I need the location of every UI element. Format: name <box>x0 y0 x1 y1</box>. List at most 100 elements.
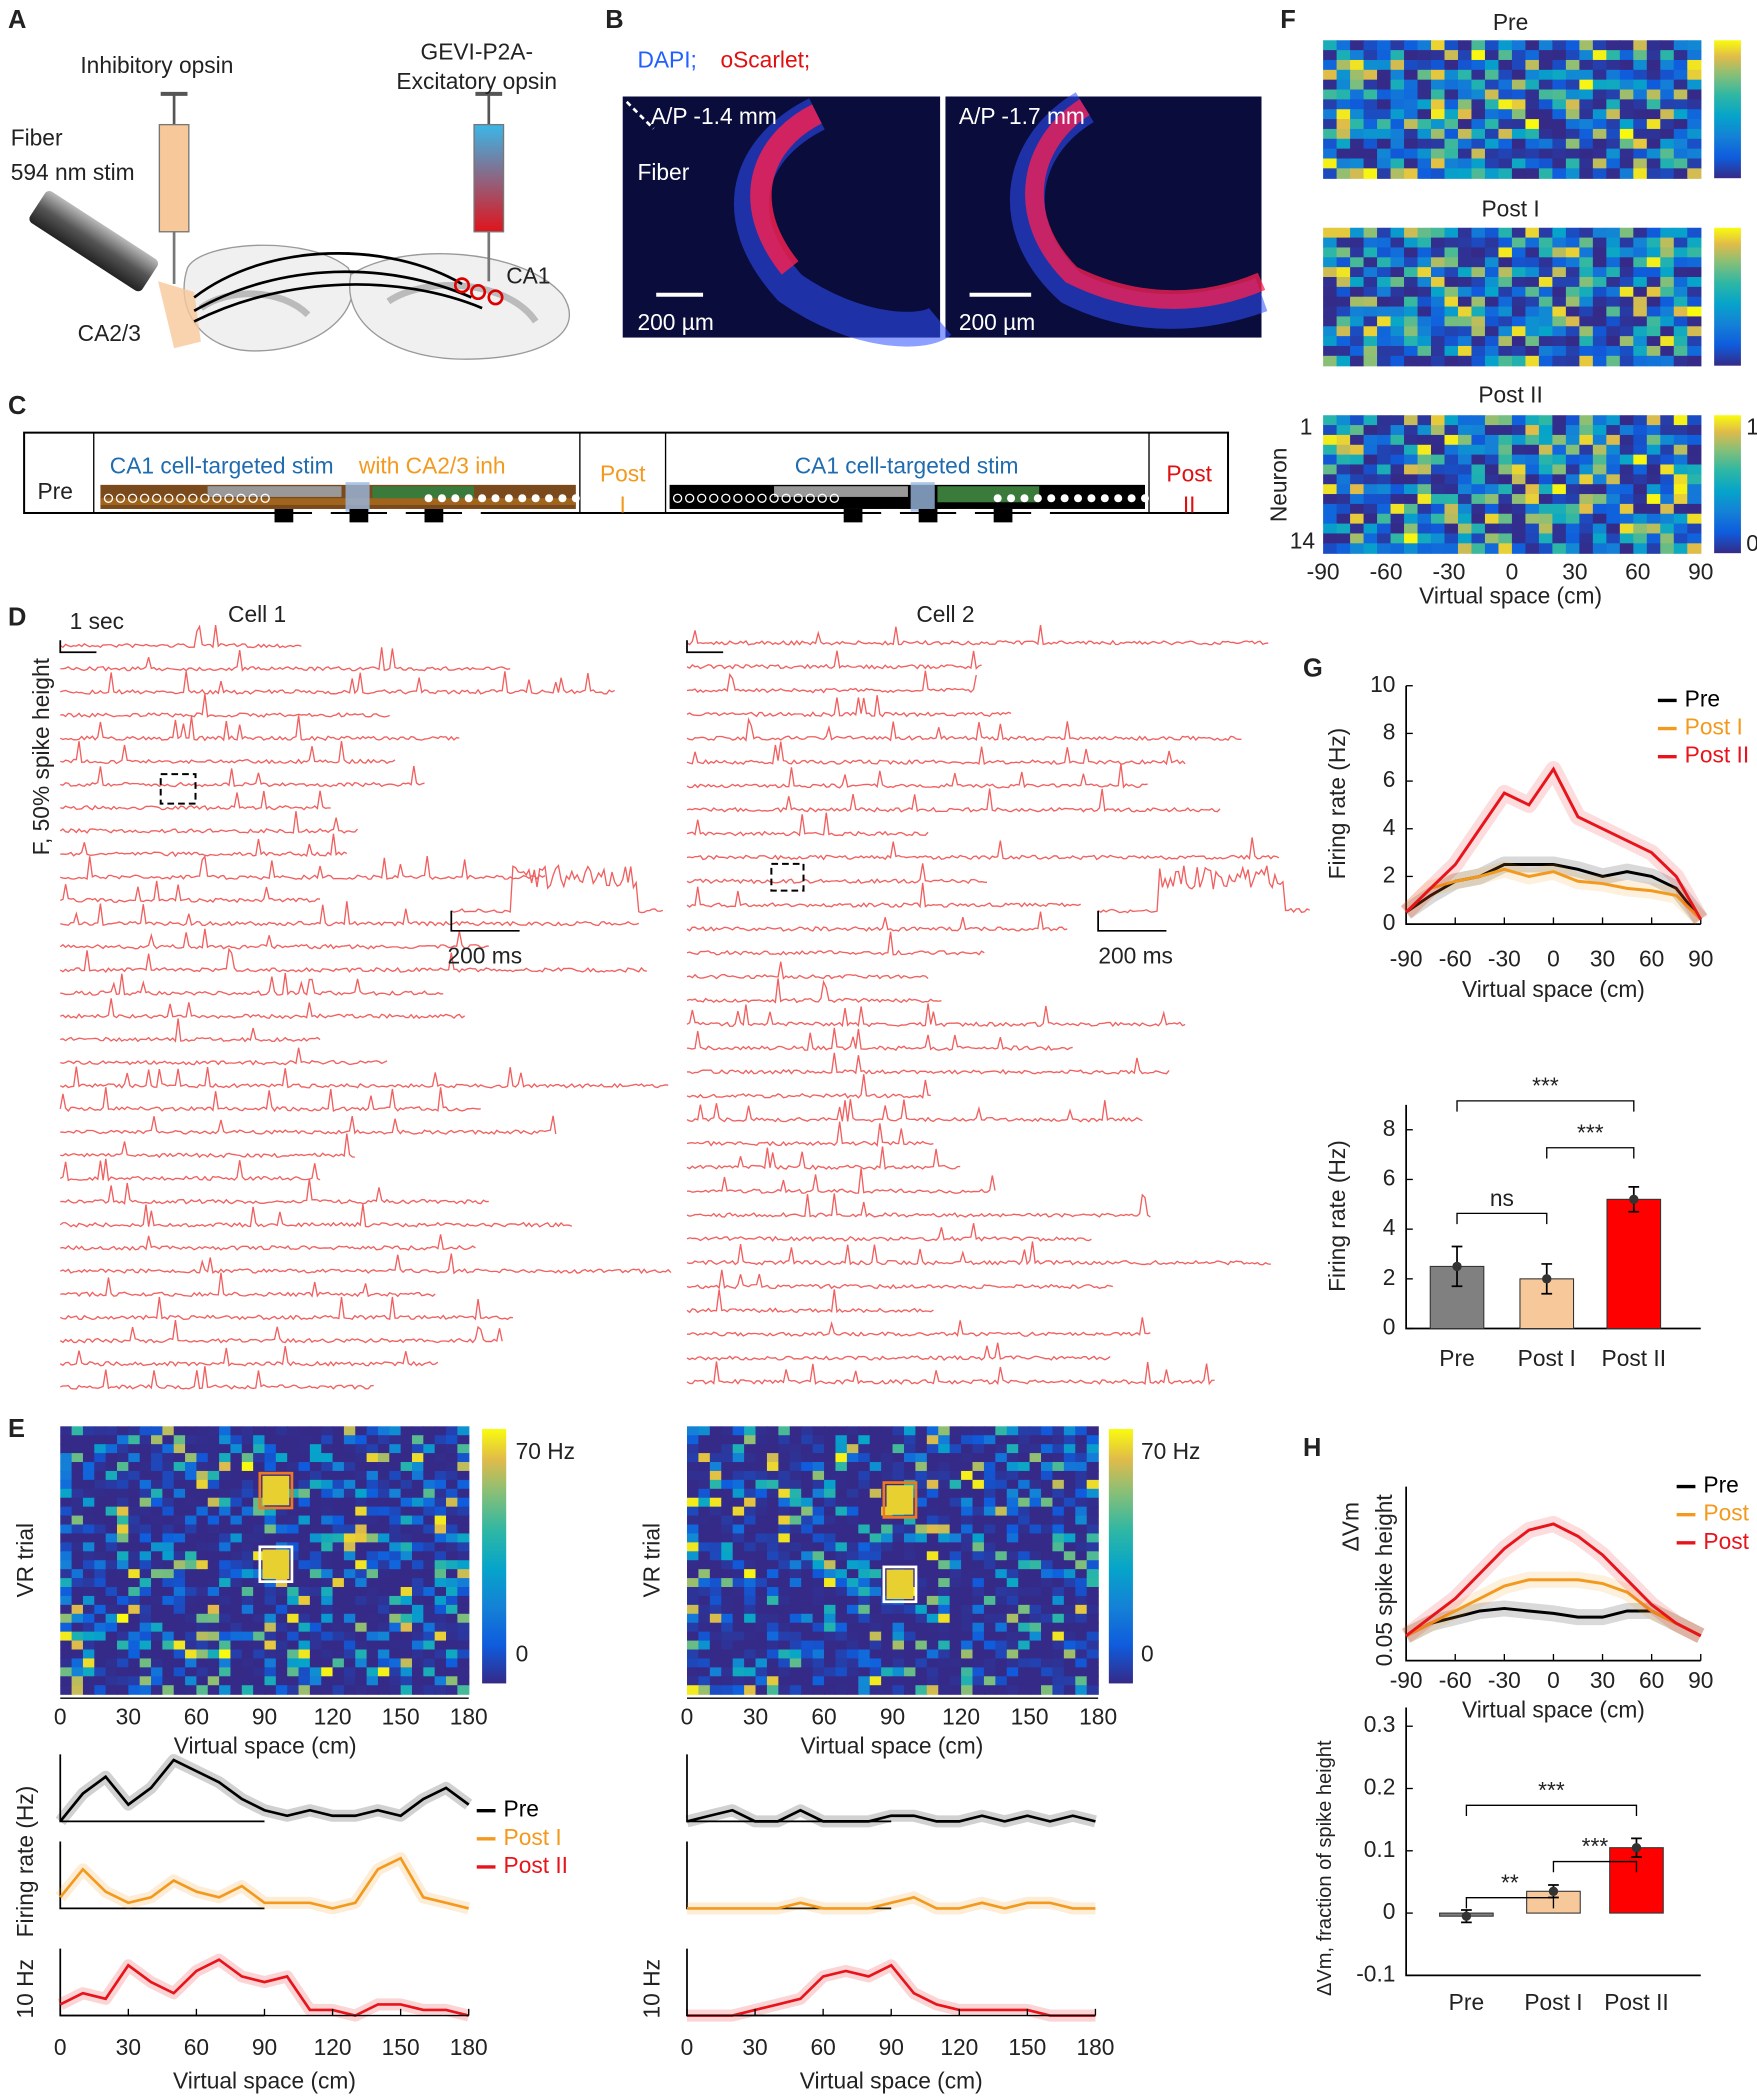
track-block <box>1031 509 1050 522</box>
heat-cell <box>698 1551 710 1561</box>
heat-cell <box>1350 445 1364 456</box>
label: Fiber <box>637 159 689 185</box>
heat-cell <box>847 1596 859 1606</box>
heat-cell <box>801 1542 813 1552</box>
heat-cell <box>1030 1435 1042 1445</box>
heat-cell <box>1539 40 1553 51</box>
heat-cell <box>858 1551 870 1561</box>
heat-cell <box>1606 50 1620 61</box>
heat-cell <box>801 1453 813 1463</box>
heat-cell <box>721 1525 733 1535</box>
trace <box>60 973 443 995</box>
heat-cell <box>1593 80 1607 91</box>
heat-cell <box>1633 543 1647 554</box>
heat-cell <box>1647 455 1661 466</box>
heat-cell <box>1404 514 1418 525</box>
heat-cell <box>446 1480 458 1490</box>
heat-cell <box>287 1641 299 1651</box>
heat-cell <box>435 1632 447 1642</box>
heat-cell <box>721 1658 733 1668</box>
heat-cell <box>310 1596 322 1606</box>
heat-cell <box>367 1569 379 1579</box>
heat-cell <box>870 1542 882 1552</box>
heat-cell <box>1337 158 1351 169</box>
heat-cell <box>208 1453 220 1463</box>
heat-cell <box>1620 504 1634 515</box>
heat-cell <box>984 1426 996 1436</box>
heat-cell <box>721 1596 733 1606</box>
heat-cell <box>242 1578 254 1588</box>
heat-cell <box>196 1614 208 1624</box>
heat-cell <box>813 1551 825 1561</box>
x-tick-label: 90 <box>1688 945 1713 971</box>
heat-cell <box>253 1641 265 1651</box>
heat-cell <box>60 1498 72 1508</box>
heat-cell <box>927 1507 939 1517</box>
x-tick-label: 30 <box>1590 945 1615 971</box>
heat-cell <box>1337 435 1351 446</box>
heat-cell <box>1687 445 1701 456</box>
heat-cell <box>355 1507 367 1517</box>
heat-cell <box>858 1462 870 1472</box>
heat-cell <box>230 1676 242 1686</box>
heat-cell <box>824 1551 836 1561</box>
heat-cell <box>106 1569 118 1579</box>
heat-cell <box>1418 494 1432 505</box>
heat-cell <box>938 1596 950 1606</box>
heat-cell <box>1620 119 1634 130</box>
heat-cell <box>950 1587 962 1597</box>
heat-cell <box>1552 326 1566 337</box>
heat-cell <box>927 1632 939 1642</box>
heat-cell <box>1525 287 1539 298</box>
heat-cell <box>687 1489 699 1499</box>
axis-label: Firing rate (Hz) <box>1324 728 1350 880</box>
heat-cell <box>333 1489 345 1499</box>
x-tick-label: 60 <box>1639 945 1664 971</box>
heat-cell <box>1458 50 1472 61</box>
heat-cell <box>1404 445 1418 456</box>
heat-cell <box>1377 494 1391 505</box>
heat-cell <box>401 1516 413 1526</box>
heat-cell <box>1471 445 1485 456</box>
heat-cell <box>1007 1525 1019 1535</box>
scale-bar <box>1098 911 1166 931</box>
heat-cell <box>995 1587 1007 1597</box>
heat-cell <box>1458 60 1472 71</box>
heat-cell <box>790 1498 802 1508</box>
heat-cell <box>1377 267 1391 278</box>
heat-cell <box>1566 129 1580 140</box>
heat-cell <box>1471 158 1485 169</box>
heat-cell <box>1018 1667 1030 1677</box>
heat-cell <box>1404 425 1418 436</box>
heat-cell <box>446 1516 458 1526</box>
heat-cell <box>219 1641 231 1651</box>
heat-cell <box>984 1516 996 1526</box>
heat-cell <box>858 1632 870 1642</box>
heat-cell <box>1512 346 1526 357</box>
heat-cell <box>710 1525 722 1535</box>
heat-cell <box>973 1650 985 1660</box>
heat-cell <box>1323 287 1337 298</box>
track-block <box>275 509 294 522</box>
heat-cell <box>60 1542 72 1552</box>
heat-cell <box>1075 1596 1087 1606</box>
heat-cell <box>1471 119 1485 130</box>
heat-cell <box>1350 464 1364 475</box>
heat-cell <box>698 1658 710 1668</box>
heat-cell <box>1566 238 1580 249</box>
x-tick-label: 60 <box>810 2034 835 2060</box>
heat-cell <box>1018 1516 1030 1526</box>
heat-cell <box>83 1596 95 1606</box>
heat-cell <box>106 1676 118 1686</box>
heat-cell <box>1633 425 1647 436</box>
heat-cell <box>1606 445 1620 456</box>
heat-cell <box>1364 346 1378 357</box>
heat-cell <box>333 1614 345 1624</box>
heat-cell <box>733 1605 745 1615</box>
x-tick-label: 120 <box>942 1703 980 1729</box>
heat-cell <box>1404 139 1418 150</box>
heat-cell <box>858 1435 870 1445</box>
heat-cell <box>1337 484 1351 495</box>
heat-cell <box>185 1498 197 1508</box>
heat-cell <box>1539 504 1553 515</box>
